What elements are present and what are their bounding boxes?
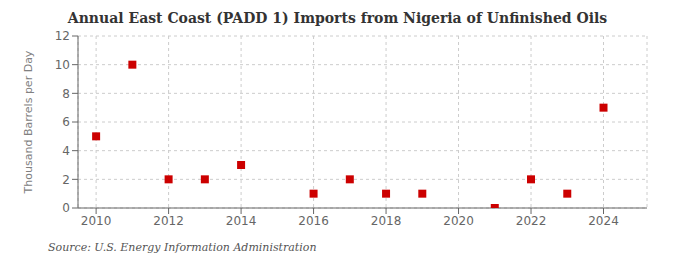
svg-text:0: 0 bbox=[62, 201, 70, 215]
svg-text:2024: 2024 bbox=[588, 214, 619, 228]
svg-text:2012: 2012 bbox=[153, 214, 184, 228]
svg-text:2014: 2014 bbox=[226, 214, 257, 228]
svg-text:2: 2 bbox=[62, 173, 70, 187]
svg-text:2020: 2020 bbox=[443, 214, 474, 228]
svg-text:6: 6 bbox=[62, 115, 70, 129]
svg-text:Thousand Barrels per Day: Thousand Barrels per Day bbox=[22, 50, 35, 194]
svg-text:2016: 2016 bbox=[298, 214, 329, 228]
html-text:Annual East Coast (PADD 1) Imp: Annual East Coast (PADD 1) Imports from … bbox=[67, 10, 608, 26]
svg-text:2018: 2018 bbox=[371, 214, 402, 228]
svg-text:8: 8 bbox=[62, 87, 70, 101]
svg-text:12: 12 bbox=[55, 29, 70, 43]
svg-text:2022: 2022 bbox=[516, 214, 547, 228]
svg-text:4: 4 bbox=[62, 144, 70, 158]
svg-text:10: 10 bbox=[55, 58, 70, 72]
html-text:Source: U.S. Energy Informatio: Source: U.S. Energy Information Administ… bbox=[48, 241, 317, 254]
svg-text:2010: 2010 bbox=[81, 214, 112, 228]
